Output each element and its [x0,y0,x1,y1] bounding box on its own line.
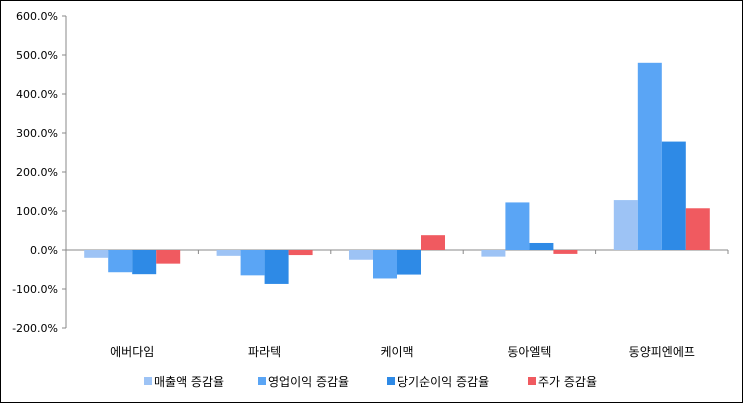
bar [421,235,445,250]
bar [108,250,133,273]
y-tick-label: -100.0% [12,283,58,296]
bar [349,250,373,260]
chart-labels: 600.0% 500.0% 400.0% 300.0% 200.0% 100.0% 0.0%… [12,10,695,359]
bar [156,250,181,264]
legend-label: 매출액 증감율 [154,375,224,389]
y-tick-label: 100.0% [16,205,58,218]
x-category-label: 동아엘텍 [507,345,551,359]
x-category-label: 에버다임 [110,345,154,359]
y-tick-label: -200.0% [12,322,58,335]
bar [613,200,638,250]
y-tick-label: 200.0% [16,166,58,179]
bar [529,242,554,250]
bar [661,141,686,250]
bar [373,250,397,279]
bar [216,250,241,256]
legend-swatch [144,377,152,385]
legend-swatch [258,377,266,385]
legend-label: 영업이익 증감율 [268,375,349,389]
bar [84,250,109,258]
legend-swatch [387,377,395,385]
bar [397,250,421,275]
bar [553,250,578,254]
legend-label: 주가 증감율 [538,375,597,389]
legend-swatch [528,377,536,385]
y-tick-label: 0.0% [30,244,58,257]
chart-bars [84,62,710,284]
bar [288,250,313,256]
bar [505,202,530,250]
x-category-label: 파라텍 [248,345,281,359]
legend-label: 당기순이익 증감율 [397,375,489,389]
chart-axes [62,15,729,329]
y-tick-label: 600.0% [16,10,58,23]
y-tick-label: 300.0% [16,127,58,140]
bar [685,208,710,250]
y-tick-label: 400.0% [16,88,58,101]
bar [132,250,157,275]
x-category-label: 케이맥 [380,345,413,359]
y-tick-label: 500.0% [16,49,58,62]
bar [481,250,506,257]
x-category-label: 동양피엔에프 [629,345,695,359]
bar [264,250,289,284]
bar [240,250,265,276]
chart-legend: 매출액 증감율 영업이익 증감율 당기순이익 증감율 주가 증감율 [144,375,597,389]
bar [637,62,662,250]
